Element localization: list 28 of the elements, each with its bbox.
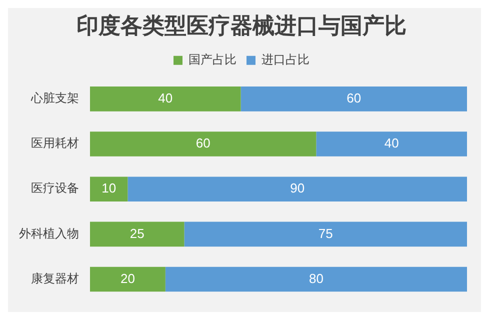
bar bbox=[184, 222, 467, 247]
bar bbox=[165, 266, 467, 292]
data-label: 60 bbox=[346, 90, 362, 106]
y-tick-label: 医疗设备 bbox=[31, 181, 79, 196]
data-label: 90 bbox=[290, 180, 305, 196]
data-label: 20 bbox=[120, 270, 135, 286]
y-tick-label: 医用耗材 bbox=[31, 136, 79, 150]
chart-title: 印度各类型医疗器械进口与国产比 bbox=[76, 12, 406, 39]
data-label: 25 bbox=[130, 226, 144, 241]
bar bbox=[240, 86, 467, 112]
bar bbox=[90, 266, 166, 292]
bar bbox=[128, 176, 467, 202]
bar bbox=[90, 222, 184, 247]
legend-label: 进口占比 bbox=[262, 52, 310, 67]
data-label: 60 bbox=[196, 136, 210, 151]
y-tick-label: 心脏支架 bbox=[30, 91, 79, 106]
bar bbox=[316, 132, 467, 156]
data-label: 40 bbox=[158, 90, 173, 106]
y-tick-label: 外科植入物 bbox=[19, 226, 79, 240]
data-label: 40 bbox=[384, 136, 399, 151]
legend-label: 国产占比 bbox=[188, 52, 236, 67]
data-label: 10 bbox=[102, 180, 116, 196]
bar bbox=[90, 132, 316, 156]
bar bbox=[90, 176, 128, 202]
data-label: 75 bbox=[318, 226, 333, 241]
y-tick-label: 康复器材 bbox=[31, 271, 79, 286]
data-label: 80 bbox=[308, 270, 324, 286]
bar bbox=[90, 86, 241, 112]
